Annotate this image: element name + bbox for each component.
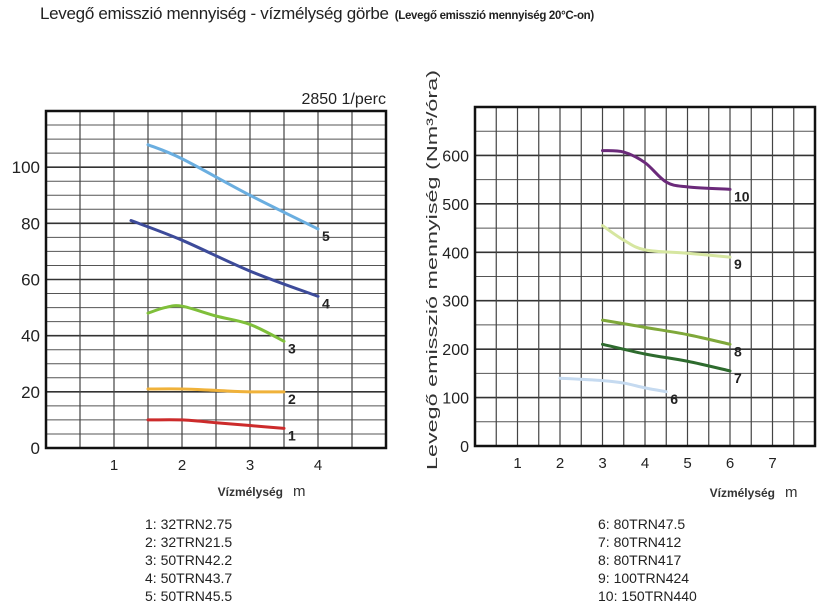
legend-item: 5: 50TRN45.5	[145, 588, 233, 604]
series-line-1	[146, 418, 286, 430]
right-legend: 6: 80TRN47.5 7: 80TRN412 8: 80TRN417 9: …	[598, 515, 697, 605]
legend-item: 4: 50TRN43.7	[145, 570, 233, 586]
legend-item: 1: 32TRN2.75	[145, 516, 233, 532]
series-line-2	[146, 387, 286, 394]
legend-item: 3: 50TRN42.2	[145, 552, 233, 568]
series-line-9	[601, 224, 732, 259]
left-x-axis-label: Vízmélység	[218, 485, 283, 499]
series-line-6	[558, 376, 668, 394]
series-line-7	[601, 342, 732, 373]
legend-item: 8: 80TRN417	[598, 552, 682, 568]
series-line-3	[146, 304, 286, 343]
x-tick-label: 6	[726, 455, 734, 472]
series-label-9: 9	[734, 256, 742, 272]
x-tick-label: 1	[110, 457, 118, 474]
y-tick-label: 20	[21, 383, 40, 402]
y-tick-label: 500	[442, 197, 469, 214]
x-tick-label: 3	[246, 457, 254, 474]
y-tick-label: 0	[31, 439, 40, 458]
y-tick-label: 100	[12, 158, 40, 177]
chart-title: Levegő emisszió mennyiség - vízmélység g…	[40, 4, 594, 24]
y-tick-label: 40	[21, 327, 40, 346]
left-chart: 0 20 40 60 80 100 1 2 3 4 1 2 3 4 5	[12, 109, 388, 474]
right-y-axis-label: Levegő emisszió mennyiség (Nm³/óra)	[424, 70, 441, 470]
series-label-7: 7	[734, 370, 742, 386]
series-line-8	[601, 318, 732, 346]
y-tick-label: 200	[442, 342, 469, 359]
legend-item: 7: 80TRN412	[598, 534, 682, 550]
series-line-4	[129, 219, 320, 298]
y-tick-label: 600	[442, 148, 469, 165]
series-label-10: 10	[734, 188, 750, 204]
series-line-10	[601, 149, 732, 191]
left-chart-title: 2850 1/perc	[301, 91, 386, 108]
x-tick-label: 2	[178, 457, 186, 474]
plot-frame	[473, 105, 817, 448]
y-tick-label: 0	[460, 439, 469, 456]
left-legend: 1: 32TRN2.75 2: 32TRN21.5 3: 50TRN42.2 4…	[145, 515, 232, 605]
series-label-8: 8	[734, 343, 742, 359]
x-tick-label: 3	[598, 455, 606, 472]
legend-item: 6: 80TRN47.5	[598, 516, 686, 532]
series-line-5	[146, 143, 320, 231]
x-tick-label: 5	[683, 455, 691, 472]
y-tick-label: 80	[21, 214, 40, 233]
series-label-3: 3	[288, 340, 296, 356]
y-tick-label: 400	[442, 245, 469, 262]
plot-frame	[44, 109, 388, 450]
legend-item: 10: 150TRN440	[598, 588, 697, 604]
legend-item: 9: 100TRN424	[598, 570, 690, 586]
title-subtitle: (Levegő emisszió mennyiség 20°C-on)	[394, 10, 595, 22]
right-x-axis-label: Vízmélység	[710, 486, 775, 500]
x-tick-label: 4	[641, 455, 649, 472]
x-tick-label: 2	[556, 455, 564, 472]
series-label-1: 1	[288, 427, 296, 443]
y-tick-label: 60	[21, 271, 40, 290]
left-x-axis-unit: m	[293, 483, 306, 500]
y-tick-label: 300	[442, 294, 469, 311]
series-label-5: 5	[322, 228, 330, 244]
legend-item: 2: 32TRN21.5	[145, 534, 233, 550]
series-label-2: 2	[288, 391, 296, 407]
title-main: Levegő emisszió mennyiség - vízmélység g…	[40, 4, 389, 23]
series-label-4: 4	[322, 295, 330, 311]
series-label-6: 6	[670, 391, 678, 407]
x-tick-label: 4	[314, 457, 322, 474]
right-chart: 0 100 200 300 400 500 600 1 2 3 4 5 6 7 6 7 8 9 10	[442, 105, 817, 472]
x-tick-label: 1	[513, 455, 521, 472]
right-x-axis-unit: m	[785, 484, 798, 501]
y-tick-label: 100	[442, 391, 469, 408]
x-tick-label: 7	[768, 455, 776, 472]
